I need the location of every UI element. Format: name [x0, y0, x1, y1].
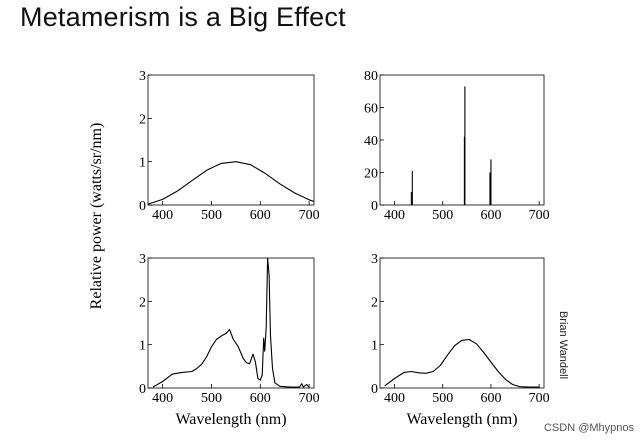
- x-tick-label: 400: [384, 208, 405, 223]
- spectrum-line: [152, 257, 310, 388]
- watermark: CSDN @Mhypnos: [543, 422, 634, 434]
- y-tick-label: 0: [371, 382, 378, 397]
- x-tick-label: 500: [432, 391, 453, 406]
- x-tick-label: 700: [529, 391, 550, 406]
- x-tick-label: 600: [480, 208, 501, 223]
- y-tick-label: 80: [364, 69, 378, 84]
- y-tick-label: 0: [139, 199, 146, 214]
- spectrum-line: [384, 338, 540, 388]
- plot-frame: [379, 257, 545, 389]
- x-tick-label: 600: [250, 208, 271, 223]
- y-tick-label: 0: [139, 382, 146, 397]
- slide-title: Metamerism is a Big Effect: [20, 2, 346, 32]
- y-tick-label: 1: [139, 339, 146, 354]
- x-axis-label: Wavelength (nm): [175, 411, 286, 428]
- y-tick-label: 40: [364, 134, 378, 149]
- x-axis-label: Wavelength (nm): [406, 411, 517, 428]
- y-tick-label: 0: [371, 199, 378, 214]
- spectrum-line: [147, 161, 315, 205]
- plot-frame: [379, 74, 545, 206]
- x-tick-label: 400: [152, 208, 173, 223]
- x-tick-label: 600: [480, 391, 501, 406]
- x-tick-label: 500: [201, 208, 222, 223]
- plot-frame: [147, 74, 315, 206]
- x-tick-label: 500: [201, 391, 222, 406]
- x-tick-label: 500: [432, 208, 453, 223]
- chart-bottom-right: 400 500 600 700 0 1 2 3 Wavelength (nm): [371, 252, 550, 428]
- y-tick-label: 2: [139, 295, 146, 310]
- y-tick-label: 3: [371, 252, 378, 267]
- y-tick-label: 1: [371, 339, 378, 354]
- y-tick-label: 3: [139, 69, 146, 84]
- plot-frame: [147, 257, 315, 389]
- y-tick-label: 20: [364, 167, 378, 182]
- x-tick-label: 700: [299, 208, 320, 223]
- x-tick-label: 400: [152, 391, 173, 406]
- chart-bottom-left: 400 500 600 700 0 1 2 3 Wavelength (nm): [139, 252, 320, 428]
- chart-top-right: 400 500 600 700 0 20 40 60 80: [364, 69, 550, 223]
- y-tick-label: 1: [139, 156, 146, 171]
- y-tick-label: 2: [139, 112, 146, 127]
- x-tick-label: 400: [384, 391, 405, 406]
- y-tick-label: 2: [371, 295, 378, 310]
- x-tick-label: 700: [299, 391, 320, 406]
- chart-top-left: 400 500 600 700 0 1 2 3: [139, 69, 320, 223]
- x-tick-label: 600: [250, 391, 271, 406]
- y-tick-label: 3: [139, 252, 146, 267]
- x-tick-label: 700: [529, 208, 550, 223]
- y-tick-label: 60: [364, 102, 378, 117]
